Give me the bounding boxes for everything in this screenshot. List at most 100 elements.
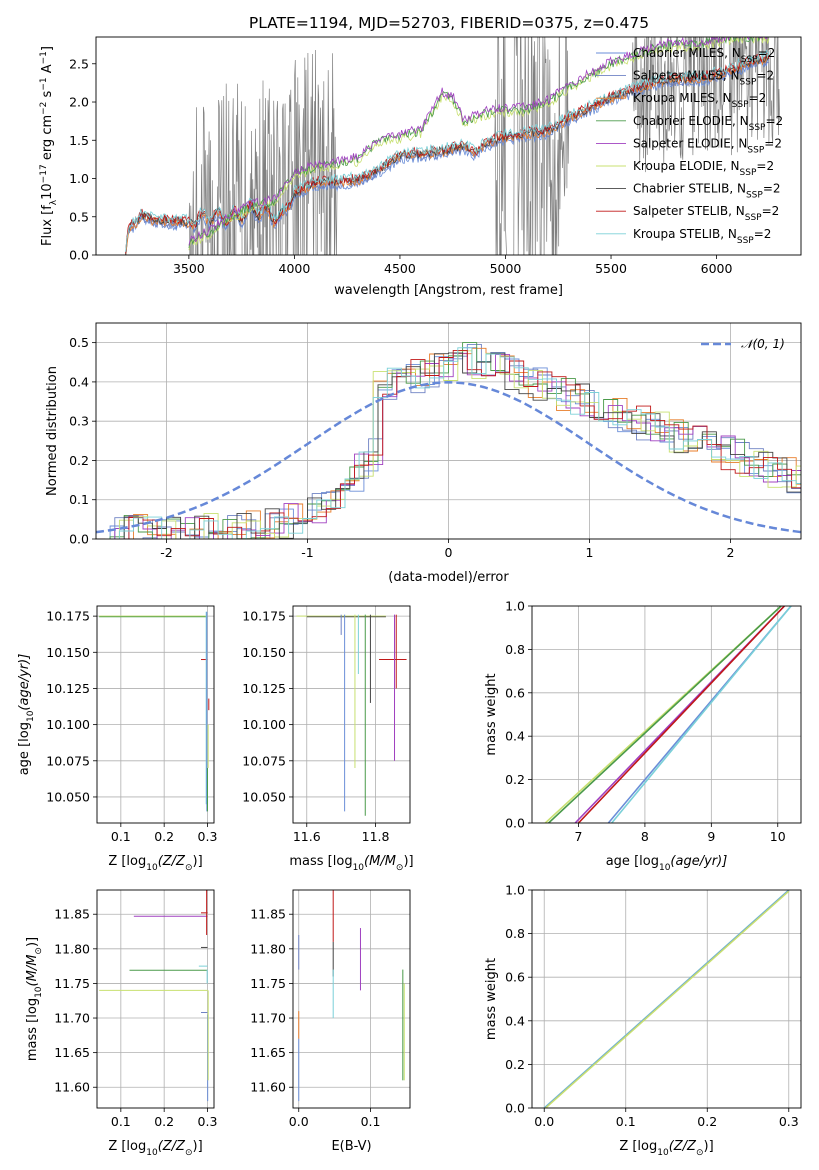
- y-tick-label: 0.6: [505, 970, 525, 985]
- plot-area: [532, 890, 801, 1108]
- y-tick-label: 0.8: [505, 642, 525, 657]
- x-axis-label: Z [log10(Z/Z⊙)]: [108, 854, 202, 873]
- cumulative-line: [548, 606, 782, 823]
- label-part: 10: [40, 183, 55, 200]
- y-tick-label: 11.70: [250, 1011, 286, 1026]
- y-tick-label: 0.0: [505, 1101, 525, 1116]
- axes-frame: [95, 322, 802, 540]
- x-tick-label: 4000: [279, 261, 311, 276]
- gaussian-curve: [96, 381, 801, 534]
- y-tick-label: 10.100: [46, 717, 90, 732]
- label-part: mass [log: [289, 854, 352, 869]
- label-part: erg cm: [40, 115, 55, 164]
- x-axis-label: Z [log10(Z/Z⊙)]: [108, 1139, 202, 1158]
- label-part: age [log: [606, 854, 659, 869]
- legend-label: Chabrier STELIB, NSSP=2: [633, 182, 781, 201]
- label-part: =2: [763, 182, 781, 196]
- label-part: Salpeter ELODIE, N: [633, 136, 747, 150]
- y-tick-label: 1.0: [505, 599, 525, 614]
- panel-cumulative-mass-vs-age: 7 8 9 10 0.0 0.2 0.4 0.6 0.8 1.0: [505, 599, 802, 844]
- y-tick-label: 0.8: [505, 926, 525, 941]
- legend-label: Salpeter ELODIE, NSSP=2: [633, 136, 782, 155]
- x-tick-label: -2: [160, 545, 172, 560]
- x-tick-label: 8: [641, 829, 649, 844]
- x-tick-label: 0.1: [361, 1114, 381, 1129]
- y-tick-label: 0.4: [69, 374, 89, 389]
- label-part: 10: [26, 710, 36, 722]
- x-tick-label: 0.2: [697, 1114, 717, 1129]
- model-line: [125, 49, 770, 252]
- plot-area: [293, 606, 410, 823]
- y-axis-label: mass weight: [484, 673, 499, 755]
- label-part: =2: [758, 46, 776, 60]
- label-part: SSP: [740, 78, 757, 88]
- x-tick-label: 0.2: [154, 1114, 174, 1129]
- y-tick-label: 2.0: [69, 95, 89, 110]
- x-tick-label: 0.3: [198, 829, 218, 844]
- y-axis-label: Flux [fλ10−17 erg cm−2 s−1 A−1]: [39, 46, 59, 246]
- label-part: =2: [756, 159, 774, 173]
- label-part: −1: [39, 51, 49, 64]
- x-tick-label: 5500: [595, 261, 627, 276]
- label-part: SSP: [737, 236, 754, 246]
- y-tick-label: 0.4: [505, 729, 525, 744]
- label-part: mass [log: [25, 998, 40, 1061]
- x-axis-label: E(B-V): [331, 1139, 371, 1154]
- plot-area: [532, 606, 801, 823]
- label-part: =2: [756, 69, 774, 83]
- y-tick-label: 11.65: [54, 1045, 90, 1060]
- label-part: ⊙: [185, 1148, 193, 1158]
- plot-area: [293, 890, 410, 1108]
- label-part: ⊙: [185, 863, 193, 873]
- histogram-step: [100, 349, 801, 539]
- label-part: −17: [39, 164, 49, 183]
- x-tick-label: 2: [727, 545, 735, 560]
- label-part: )]: [704, 1139, 714, 1154]
- y-axis-label: mass weight: [484, 958, 499, 1040]
- y-tick-label: 11.75: [250, 976, 286, 991]
- y-tick-label: 2.5: [69, 56, 89, 71]
- x-tick-label: 6000: [701, 261, 733, 276]
- y-tick-label: 1.5: [69, 133, 89, 148]
- label-part: =2: [754, 227, 772, 241]
- y-tick-label: 10.125: [46, 681, 90, 696]
- label-part: SSP: [740, 168, 757, 178]
- y-tick-label: 10.175: [46, 609, 90, 624]
- x-axis-label: age [log10(age/yr)]: [606, 854, 728, 873]
- label-part: (Z/Z: [669, 1139, 697, 1154]
- label-part: 10: [146, 863, 158, 873]
- label-part: −2: [39, 102, 49, 115]
- y-tick-label: 0.3: [69, 414, 89, 429]
- y-tick-label: 11.80: [54, 941, 90, 956]
- y-tick-label: 10.050: [242, 789, 286, 804]
- x-tick-label: 0.1: [111, 1114, 131, 1129]
- plot-area: [96, 323, 801, 539]
- model-line: [188, 37, 769, 246]
- panel-mass-vs-EBV: 0.0 0.1 11.60 11.65 11.70 11.75 11.80 11.85: [250, 889, 411, 1129]
- model-line: [188, 37, 770, 251]
- x-tick-label: -1: [301, 545, 313, 560]
- x-axis-label: (data-model)/error: [388, 570, 509, 585]
- label-part: ⊙: [396, 863, 404, 873]
- x-tick-label: 0.1: [616, 1114, 636, 1129]
- label-part: −1: [39, 77, 49, 90]
- y-tick-label: 11.85: [54, 907, 90, 922]
- panel-mass-vs-Z: 0.1 0.2 0.3 11.60 11.65 11.70 11.75 11.80 11.85: [54, 889, 217, 1129]
- cumulative-line: [577, 606, 785, 823]
- label-part: ⊙: [696, 1148, 704, 1158]
- x-axis-label: Z [log10(Z/Z⊙)]: [619, 1139, 713, 1158]
- label-part: 10: [657, 1148, 669, 1158]
- label-part: SSP: [746, 191, 763, 201]
- x-tick-label: 7: [575, 829, 583, 844]
- plot-area: [97, 606, 214, 823]
- label-part: ⊙: [34, 947, 44, 955]
- y-tick-label: 11.65: [250, 1045, 286, 1060]
- label-part: Kroupa ELODIE, N: [633, 159, 740, 173]
- y-tick-label: 0.2: [505, 1057, 525, 1072]
- x-tick-label: 0.3: [779, 1114, 799, 1129]
- y-tick-label: 10.075: [242, 753, 286, 768]
- cumulative-line: [611, 606, 792, 823]
- label-part: SSP: [732, 100, 749, 110]
- y-axis-label: age [log10(age/yr)]: [17, 654, 36, 776]
- panel-residual-histogram: -2 -1 0 1 2 0.0 0.1 0.2 0.3 0.4 0.5 𝒩(0, 1): [69, 322, 802, 560]
